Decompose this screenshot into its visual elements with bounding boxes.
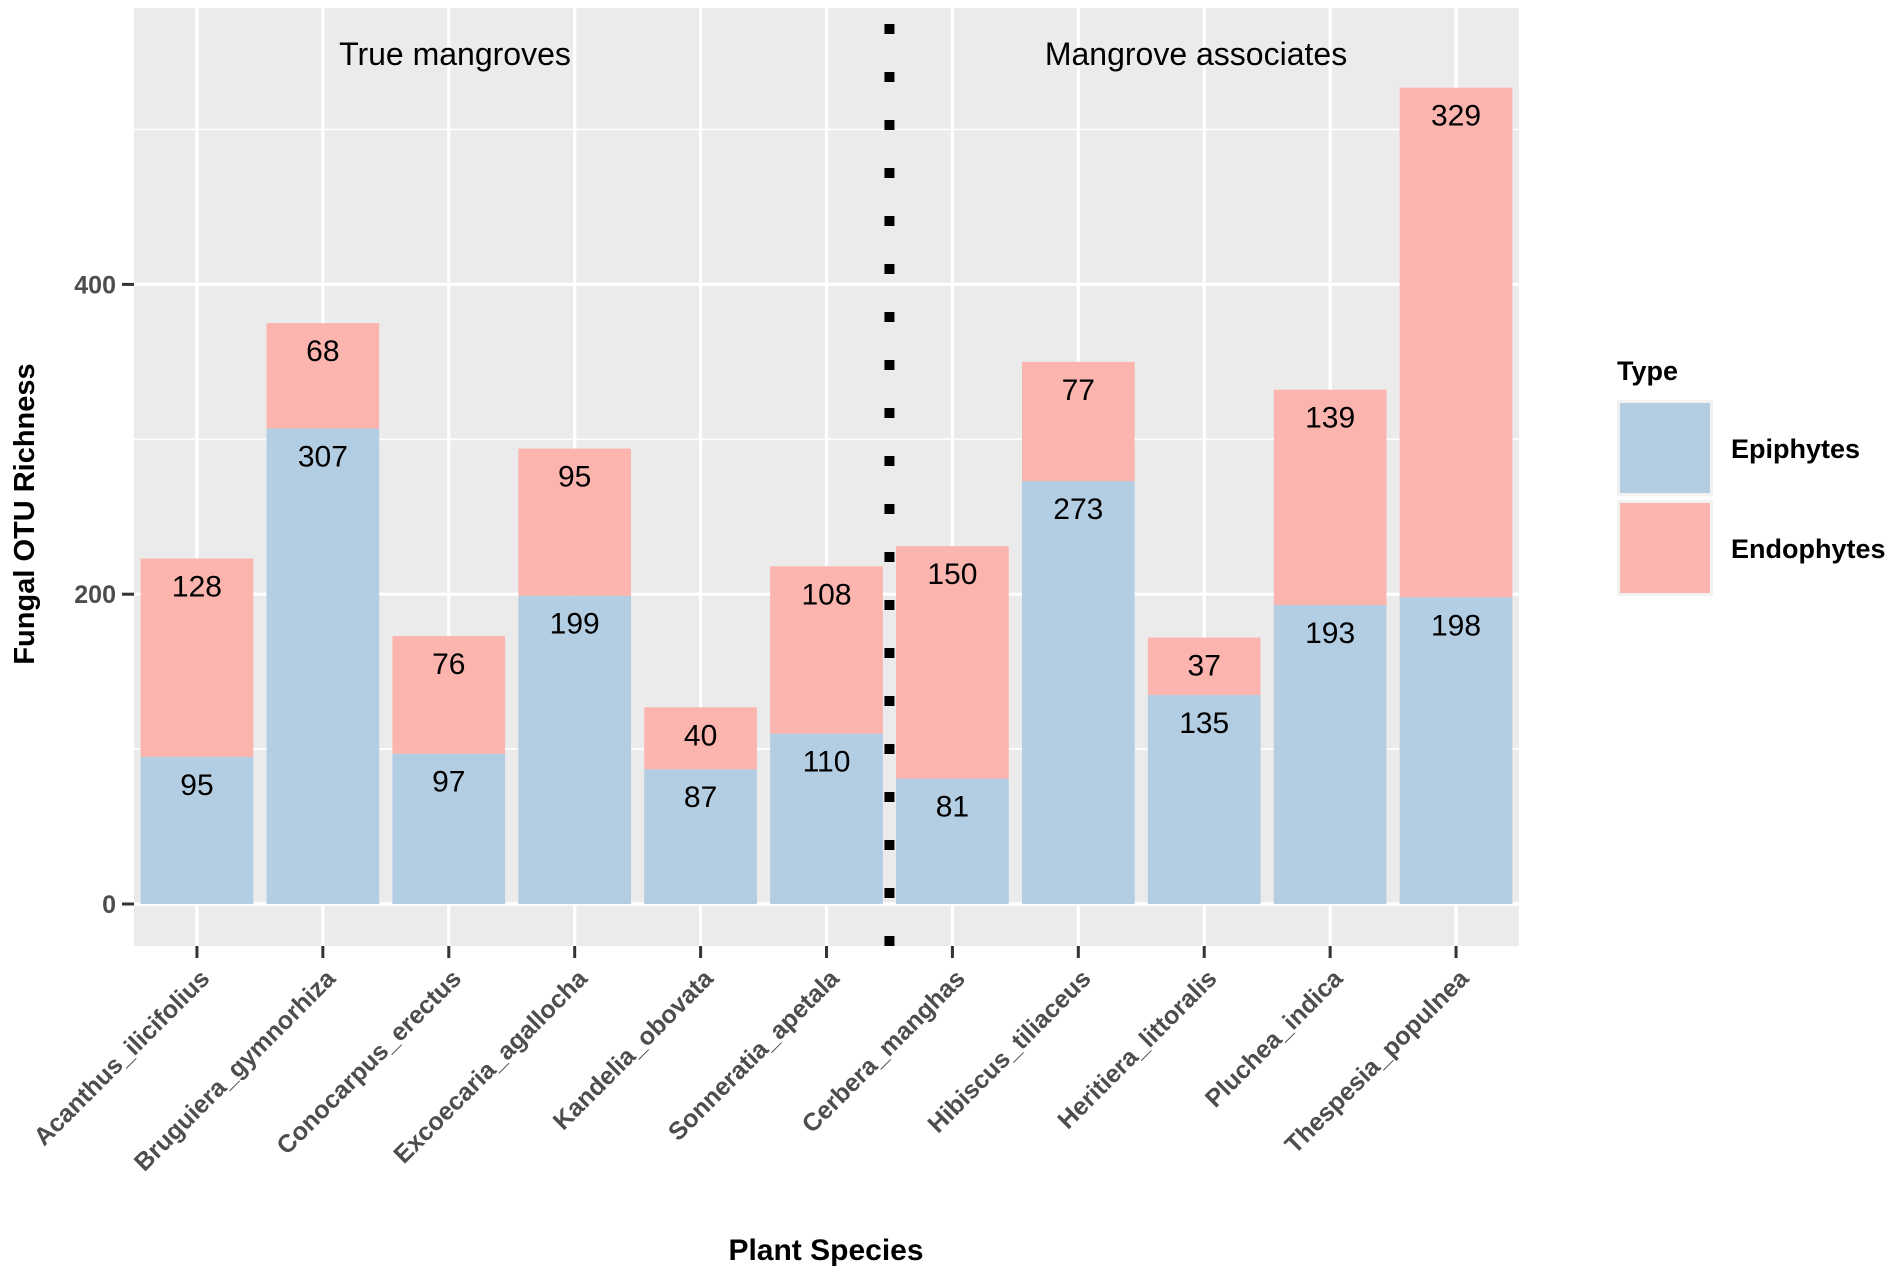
x-tick-label-9: Pluchea_indica: [1200, 964, 1349, 1113]
legend-title: Type: [1617, 356, 1678, 386]
data-label-epiphytes-8: 135: [1179, 707, 1229, 740]
data-label-epiphytes-1: 307: [298, 440, 348, 473]
y-tick-label-0: 0: [102, 891, 116, 919]
legend-swatch-epiphytes: [1620, 403, 1710, 493]
bar-epiphytes-3: [518, 595, 632, 904]
data-label-epiphytes-10: 198: [1431, 609, 1481, 642]
bars-layer: [140, 87, 1513, 904]
legend: Type Epiphytes Endophytes: [1617, 356, 1886, 596]
data-label-epiphytes-6: 81: [936, 791, 969, 824]
bar-epiphytes-2: [392, 753, 506, 904]
bar-endophytes-6: [896, 546, 1009, 779]
bar-endophytes-2: [392, 636, 506, 754]
y-tick-label-200: 200: [74, 581, 116, 609]
x-axis-title: Plant Species: [728, 1234, 923, 1267]
bar-endophytes-7: [1021, 361, 1135, 482]
legend-label-endophytes: Endophytes: [1731, 534, 1886, 564]
legend-label-epiphytes: Epiphytes: [1731, 434, 1860, 464]
data-label-epiphytes-7: 273: [1053, 493, 1103, 526]
annotation-mangrove-associates: Mangrove associates: [1045, 36, 1347, 72]
x-tick-label-1: Bruguiera_gymnorhiza: [129, 964, 342, 1177]
bar-epiphytes-7: [1021, 481, 1135, 904]
data-label-epiphytes-2: 97: [432, 766, 465, 799]
data-label-epiphytes-3: 199: [550, 608, 600, 641]
data-label-epiphytes-4: 87: [684, 781, 717, 814]
bar-epiphytes-10: [1399, 597, 1513, 904]
bar-endophytes-10: [1399, 87, 1513, 598]
bar-epiphytes-0: [140, 756, 254, 904]
bar-endophytes-8: [1147, 637, 1261, 695]
data-labels-layer: 95 128 307 68 97 76 199 95 87 40 110 108 81 150 273 77 1…: [172, 100, 1481, 824]
data-label-epiphytes-5: 110: [803, 746, 851, 779]
bar-endophytes-5: [770, 566, 883, 734]
data-label-endophytes-6: 150: [927, 558, 977, 591]
y-axis-title: Fungal OTU Richness: [9, 363, 41, 664]
data-label-endophytes-1: 68: [306, 335, 339, 368]
bar-epiphytes-1: [266, 428, 380, 904]
data-label-endophytes-3: 95: [558, 461, 591, 494]
data-label-endophytes-7: 77: [1062, 374, 1095, 407]
bar-endophytes-4: [644, 707, 757, 770]
data-label-endophytes-5: 108: [801, 578, 851, 611]
bar-endophytes-9: [1273, 389, 1387, 606]
bar-epiphytes-6: [896, 778, 1009, 904]
data-label-endophytes-10: 329: [1431, 100, 1481, 133]
annotation-true-mangroves: True mangroves: [339, 36, 571, 72]
bar-endophytes-1: [266, 323, 380, 429]
bar-endophytes-3: [518, 448, 632, 596]
data-label-endophytes-0: 128: [172, 571, 222, 604]
data-label-endophytes-8: 37: [1188, 650, 1221, 683]
data-label-endophytes-2: 76: [432, 648, 465, 681]
data-label-epiphytes-9: 193: [1305, 617, 1355, 650]
data-label-endophytes-9: 139: [1305, 402, 1355, 435]
bar-epiphytes-9: [1273, 605, 1387, 904]
bar-endophytes-0: [140, 558, 254, 757]
legend-swatch-endophytes: [1620, 503, 1710, 593]
bar-epiphytes-4: [644, 769, 757, 904]
y-tick-label-400: 400: [74, 271, 116, 299]
bar-epiphytes-8: [1147, 694, 1261, 904]
bar-epiphytes-5: [770, 733, 883, 904]
data-label-epiphytes-0: 95: [180, 769, 213, 802]
data-label-endophytes-4: 40: [684, 719, 717, 752]
